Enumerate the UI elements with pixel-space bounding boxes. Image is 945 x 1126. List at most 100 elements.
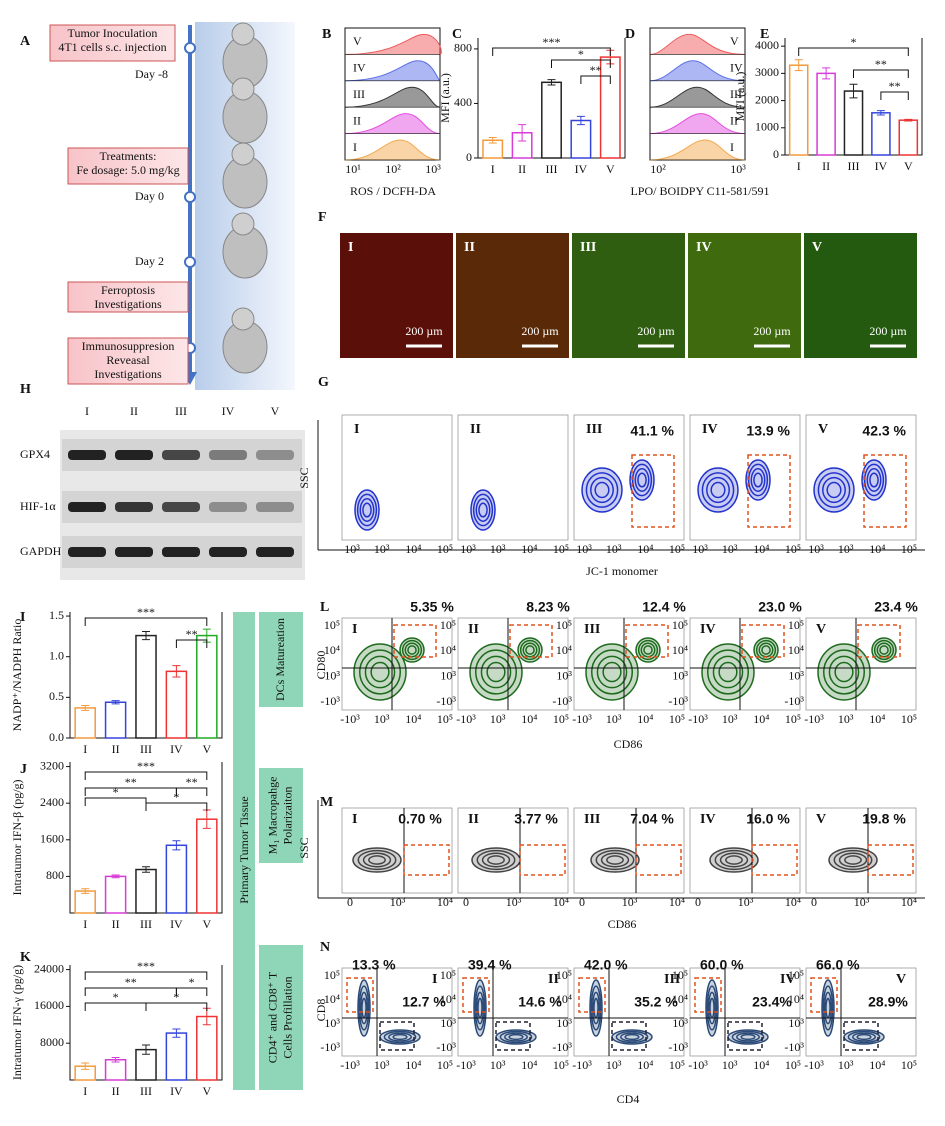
flow-frame (341, 414, 453, 541)
flow-contour (710, 481, 726, 499)
flow-contour (635, 637, 661, 663)
flow-contour (504, 1032, 528, 1042)
timeline-node (184, 256, 196, 268)
flow-gate (863, 454, 907, 528)
flow-x-tick: 10³ (506, 895, 522, 909)
significance-label: *** (137, 605, 155, 619)
blot-band (209, 450, 247, 460)
blot-band (162, 502, 200, 512)
bar (165, 844, 188, 914)
flow-y-tick: 10⁴ (788, 643, 804, 657)
flow-contour (358, 985, 370, 1031)
side-step-text: M₁ Macropahge (265, 777, 279, 855)
flow-contour (590, 476, 614, 504)
flow-y-tick: -10³ (436, 1040, 456, 1054)
y-tick-label: 800 (454, 41, 472, 55)
flow-y-tick: 10⁴ (672, 992, 688, 1006)
flow-x-tick: 10⁴ (869, 712, 885, 726)
flow-x-tick: 0 (347, 895, 353, 909)
significance-bracket (84, 617, 208, 626)
histogram-curve (649, 33, 746, 55)
histogram-curve (649, 60, 746, 82)
significance-label: * (173, 790, 179, 804)
x-tick-label: V (202, 1084, 211, 1098)
flow-percent: 13.9 % (746, 423, 790, 439)
side-step-text: CD4⁺ and CD8⁺ T (265, 971, 279, 1063)
flow-gate (694, 977, 722, 1013)
flow-x-tick: 10⁴ (753, 712, 769, 726)
bar (599, 56, 621, 159)
y-axis-label: MFI (a.u.) (438, 73, 452, 123)
timeline-box-text: Ferroptosis (101, 283, 155, 297)
x-tick-label: II (112, 917, 120, 931)
histogram-tick: 10³ (425, 162, 441, 176)
flow-percent: 39.4 % (468, 957, 512, 973)
blot-band (68, 502, 106, 512)
x-tick-label: I (491, 162, 495, 176)
flow-contour (600, 852, 630, 868)
flow-group: V (818, 422, 828, 437)
flow-contour (476, 849, 516, 871)
flow-contour (480, 655, 512, 689)
flow-gate (631, 454, 675, 528)
histogram-tick: 10² (385, 162, 401, 176)
flow-x-tick: -10³ (340, 542, 360, 556)
histogram-group: II (730, 113, 738, 127)
flow-gate (867, 844, 914, 876)
blot-band (68, 450, 106, 460)
error-bar (111, 874, 120, 879)
flow-contour (486, 661, 506, 683)
flow-gate (578, 977, 606, 1013)
error-bar (111, 700, 120, 705)
error-bar (142, 1044, 150, 1055)
micrograph (572, 233, 685, 358)
timeline-box-text: Treatments: (100, 149, 157, 163)
error-bar (81, 1062, 90, 1070)
flow-percent: 0.70 % (398, 811, 442, 827)
flow-contour (873, 639, 895, 661)
flow-percent: 42.3 % (862, 423, 906, 439)
flow-contour (407, 645, 417, 655)
flow-contour (706, 985, 718, 1031)
flow-ylabel: SSC (297, 467, 311, 488)
flow-x-tick: 10⁴ (521, 542, 537, 556)
bar (135, 868, 157, 914)
flow-group: IV (700, 622, 716, 637)
micrograph-label: II (464, 240, 475, 255)
y-tick-label: 4000 (755, 38, 779, 52)
micrograph-label: V (812, 240, 822, 255)
flow-ylabel: CD8 (314, 999, 328, 1022)
flow-contour (590, 985, 602, 1031)
flow-y-tick: 10⁵ (556, 618, 572, 632)
flow-group: III (584, 812, 600, 827)
flow-x-tick: 10³ (374, 1058, 390, 1072)
flow-group: II (470, 422, 481, 437)
flow-contour (362, 502, 372, 518)
timeline-box-text: Fe dosage: 5.0 mg/kg (76, 163, 179, 177)
flow-x-tick: 10³ (722, 712, 738, 726)
flow-x-tick: 10⁴ (753, 542, 769, 556)
flow-ylabel: SSC (297, 837, 311, 858)
error-bar (822, 67, 831, 80)
flow-percent: 42.0 % (584, 957, 628, 973)
x-tick-label: I (83, 742, 87, 756)
flow-contour (718, 661, 738, 683)
y-tick-label: 0 (466, 150, 472, 164)
x-tick-label: IV (170, 1084, 183, 1098)
flow-contour (508, 1033, 524, 1041)
significance-label: *** (543, 35, 561, 49)
blot-band (209, 502, 247, 512)
flow-contour (487, 855, 505, 865)
flow-contour (876, 642, 892, 658)
y-tick-label: 2000 (755, 92, 779, 106)
scale-label: 200 µm (869, 324, 907, 338)
flow-x-tick: -10³ (456, 712, 476, 726)
significance-bracket (175, 987, 208, 996)
error-bar (81, 704, 90, 711)
flow-contour (581, 467, 623, 513)
y-axis-label: Intratumor IFN-β (pg/g) (10, 779, 24, 895)
flow-contour (736, 1032, 760, 1042)
flow-contour (525, 645, 535, 655)
significance-label: ** (186, 775, 198, 789)
flow-y-tick: 10⁵ (324, 968, 340, 982)
